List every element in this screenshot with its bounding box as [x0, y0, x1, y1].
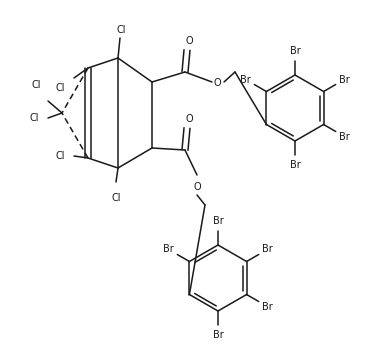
Text: Br: Br [240, 74, 251, 84]
Text: Br: Br [262, 301, 273, 311]
Text: Br: Br [290, 160, 300, 170]
Text: Cl: Cl [55, 151, 65, 161]
Text: O: O [213, 78, 221, 88]
Text: Br: Br [339, 131, 350, 141]
Text: O: O [185, 36, 193, 46]
Text: Cl: Cl [29, 113, 39, 123]
Text: Cl: Cl [31, 80, 41, 90]
Text: Br: Br [213, 216, 223, 226]
Text: Cl: Cl [111, 193, 121, 203]
Text: O: O [185, 114, 193, 124]
Text: O: O [193, 182, 201, 192]
Text: Br: Br [262, 245, 273, 255]
Text: Cl: Cl [55, 83, 65, 93]
Text: Cl: Cl [116, 25, 126, 35]
Text: Br: Br [163, 245, 174, 255]
Text: Br: Br [290, 46, 300, 56]
Text: Br: Br [213, 330, 223, 340]
Text: Br: Br [339, 74, 350, 84]
